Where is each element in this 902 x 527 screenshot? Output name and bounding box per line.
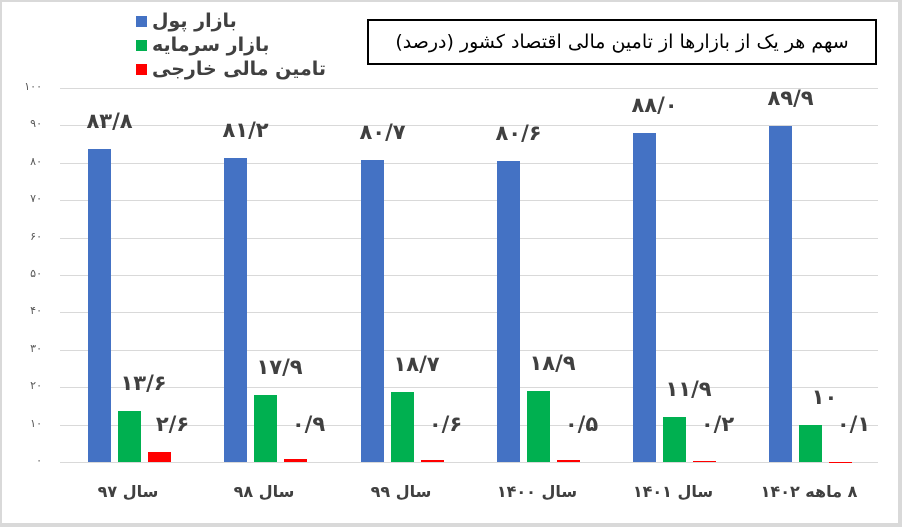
data-label: ۸۹/۹ bbox=[767, 85, 814, 110]
data-label: ۱۰ bbox=[811, 384, 838, 409]
x-axis-category-label: سال ۱۴۰۰ bbox=[496, 482, 578, 501]
gridline bbox=[60, 462, 878, 463]
bar-capital-market bbox=[118, 411, 141, 462]
bar-foreign-finance bbox=[148, 452, 171, 462]
y-axis-tick-label: ۱۰۰ bbox=[24, 80, 42, 93]
gridline bbox=[60, 88, 878, 89]
data-label: ۸۰/۶ bbox=[495, 120, 542, 145]
data-label: ۱۱/۹ bbox=[665, 377, 712, 402]
data-label: ۸۸/۰ bbox=[631, 92, 678, 117]
bar-foreign-finance bbox=[284, 458, 307, 462]
y-axis-tick-label: ۷۰ bbox=[30, 192, 42, 205]
bar-capital-market bbox=[527, 391, 550, 462]
data-label: ۰/۲ bbox=[700, 412, 735, 436]
gridline bbox=[60, 387, 878, 388]
y-axis-tick-label: ۱۰ bbox=[30, 417, 42, 430]
bar-money-market bbox=[224, 158, 247, 462]
y-axis-tick-label: ۳۰ bbox=[30, 342, 42, 355]
gridline bbox=[60, 200, 878, 201]
data-label: ۸۰/۷ bbox=[359, 120, 406, 145]
bar-capital-market bbox=[799, 424, 822, 462]
x-axis-category-label: سال ۹۹ bbox=[370, 482, 432, 501]
gridline bbox=[60, 425, 878, 426]
legend-swatch-foreign-finance bbox=[136, 64, 147, 75]
bar-money-market bbox=[633, 132, 656, 462]
gridline bbox=[60, 238, 878, 239]
bar-money-market bbox=[769, 125, 792, 462]
data-label: ۰/۱ bbox=[836, 412, 871, 436]
data-label: ۱۸/۷ bbox=[393, 352, 440, 377]
bar-foreign-finance bbox=[557, 460, 580, 462]
chart-title: سهم هر یک از بازارها از تامین مالی اقتصا… bbox=[367, 19, 877, 65]
bar-capital-market bbox=[663, 417, 686, 462]
bar-capital-market bbox=[391, 392, 414, 462]
x-axis-category-label: ۸ ماهه ۱۴۰۲ bbox=[760, 482, 858, 501]
x-axis-category-label: سال ۱۴۰۱ bbox=[632, 482, 714, 501]
gridline bbox=[60, 163, 878, 164]
data-label: ۱۷/۹ bbox=[256, 355, 303, 380]
data-label: ۸۳/۸ bbox=[86, 108, 133, 133]
x-axis-category-label: سال ۹۸ bbox=[233, 482, 295, 501]
y-axis-tick-label: ۲۰ bbox=[30, 379, 42, 392]
bar-money-market bbox=[88, 148, 111, 462]
bar-capital-market bbox=[254, 395, 277, 462]
data-label: ۰/۶ bbox=[428, 412, 463, 436]
gridline bbox=[60, 312, 878, 313]
bar-money-market bbox=[361, 160, 384, 462]
x-axis-category-label: سال ۹۷ bbox=[97, 482, 159, 501]
legend-label: بازار پول bbox=[152, 10, 237, 32]
legend-swatch-money-market bbox=[136, 16, 147, 27]
data-label: ۰/۵ bbox=[564, 412, 599, 436]
legend-swatch-capital-market bbox=[136, 40, 147, 51]
y-axis-tick-label: ۸۰ bbox=[30, 155, 42, 168]
y-axis-tick-label: ۴۰ bbox=[30, 304, 42, 317]
data-label: ۲/۶ bbox=[155, 412, 190, 436]
data-label: ۱۳/۶ bbox=[120, 371, 167, 396]
bar-foreign-finance bbox=[693, 461, 716, 462]
gridline bbox=[60, 350, 878, 351]
y-axis-tick-label: ۹۰ bbox=[30, 117, 42, 130]
gridline bbox=[60, 275, 878, 276]
bar-money-market bbox=[497, 160, 520, 462]
data-label: ۸۱/۲ bbox=[222, 118, 269, 143]
y-axis-tick-label: ۵۰ bbox=[30, 267, 42, 280]
y-axis-tick-label: ۶۰ bbox=[30, 230, 42, 243]
data-label: ۰/۹ bbox=[291, 412, 326, 436]
bar-foreign-finance bbox=[421, 459, 444, 462]
legend-label: بازار سرمایه bbox=[152, 34, 270, 56]
y-axis-tick-label: ۰ bbox=[36, 454, 42, 467]
gridline bbox=[60, 125, 878, 126]
legend-label: تامین مالی خارجی bbox=[152, 58, 327, 80]
data-label: ۱۸/۹ bbox=[529, 351, 576, 376]
